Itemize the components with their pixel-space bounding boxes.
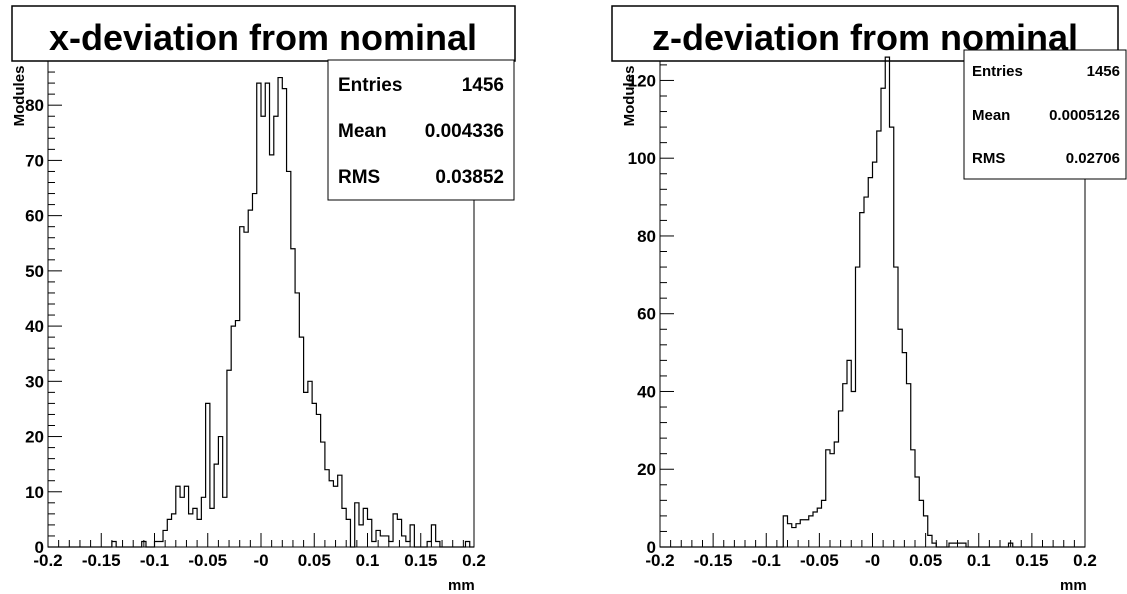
x-tick-label: 0.2 [1073,551,1097,570]
y-tick-label: 70 [25,151,44,170]
x-tick-label: 0.1 [356,551,380,570]
y-tick-label: 10 [25,483,44,502]
x-axis-label-x: mm [448,577,475,594]
stat-value-mean-z: 0.0005126 [1049,107,1120,124]
x-tick-label: -0.1 [140,551,169,570]
y-tick-label: 20 [25,428,44,447]
x-tick-label: 0.05 [909,551,942,570]
histogram-line [48,76,474,548]
y-axis-x: 0 10 20 30 40 50 60 70 80 [25,60,62,557]
y-axis-label-x: Modules [11,66,28,127]
x-tick-label: 0.2 [462,551,486,570]
x-axis-label-z: mm [1060,577,1087,594]
x-tick-label: -0.05 [800,551,839,570]
y-tick-label: 0 [35,538,44,557]
stat-value-mean-x: 0.004336 [425,121,504,142]
stat-label-mean-x: Mean [338,121,387,142]
stats-box-x: Entries 1456 Mean 0.004336 RMS 0.03852 [327,59,515,201]
panel-x-deviation: x-deviation from nominal 0 10 20 30 40 50 60 70… [11,5,516,594]
y-tick-label: 80 [25,96,44,115]
histogram-line [660,56,1085,548]
x-tick-label: 0.15 [1015,551,1048,570]
stat-label-entries-z: Entries [972,63,1023,80]
y-tick-label: 60 [637,305,656,324]
y-axis-label-z: Modules [621,66,638,127]
y-tick-label: 0 [647,538,656,557]
x-tick-label: -0 [865,551,880,570]
y-tick-label: 80 [637,227,656,246]
y-tick-label: 100 [628,149,656,168]
stat-label-entries-x: Entries [338,75,402,96]
y-tick-label: 20 [637,460,656,479]
x-tick-label: -0.15 [694,551,733,570]
x-tick-label: 0.05 [298,551,331,570]
y-tick-label: 40 [637,382,656,401]
y-axis-z: 0 20 40 60 80 100 120 [628,64,674,557]
x-tick-label: -0 [253,551,268,570]
x-tick-label: 0.15 [404,551,437,570]
stats-frame-z [963,49,1127,180]
stat-label-rms-x: RMS [338,167,380,188]
title-box-x [11,5,516,62]
y-tick-label: 50 [25,262,44,281]
y-tick-label: 30 [25,372,44,391]
y-tick-label: 60 [25,207,44,226]
histogram-z [660,56,1085,548]
y-tick-label: 40 [25,317,44,336]
panel-z-deviation: z-deviation from nominal 020406080100120… [611,5,1127,594]
x-tick-label: -0.05 [188,551,227,570]
stats-frame-x [327,59,515,201]
x-tick-label: -0.2 [645,551,674,570]
stat-label-rms-z: RMS [972,150,1005,167]
x-axis-x: -0.2 -0.15 -0.1 -0.05 -0 0.05 0.1 0.15 0.2 [33,533,486,570]
x-tick-label: -0.15 [82,551,121,570]
stat-value-entries-x: 1456 [462,75,504,96]
stats-box-z: Entries 1456 Mean 0.0005126 RMS 0.02706 [963,49,1127,180]
stat-value-rms-x: 0.03852 [435,167,504,188]
histogram-x [48,76,474,548]
x-tick-label: -0.1 [752,551,781,570]
chart-title-x: x-deviation from nominal [49,17,477,58]
y-tick-label: 120 [628,71,656,90]
stat-value-rms-z: 0.02706 [1066,150,1120,167]
stat-value-entries-z: 1456 [1087,63,1120,80]
stat-label-mean-z: Mean [972,107,1010,124]
x-axis-z: -0.2 -0.15 -0.1 -0.05 -0 0.05 0.1 0.15 0.2 [645,533,1097,570]
x-tick-label: 0.1 [967,551,991,570]
x-tick-label: -0.2 [33,551,62,570]
